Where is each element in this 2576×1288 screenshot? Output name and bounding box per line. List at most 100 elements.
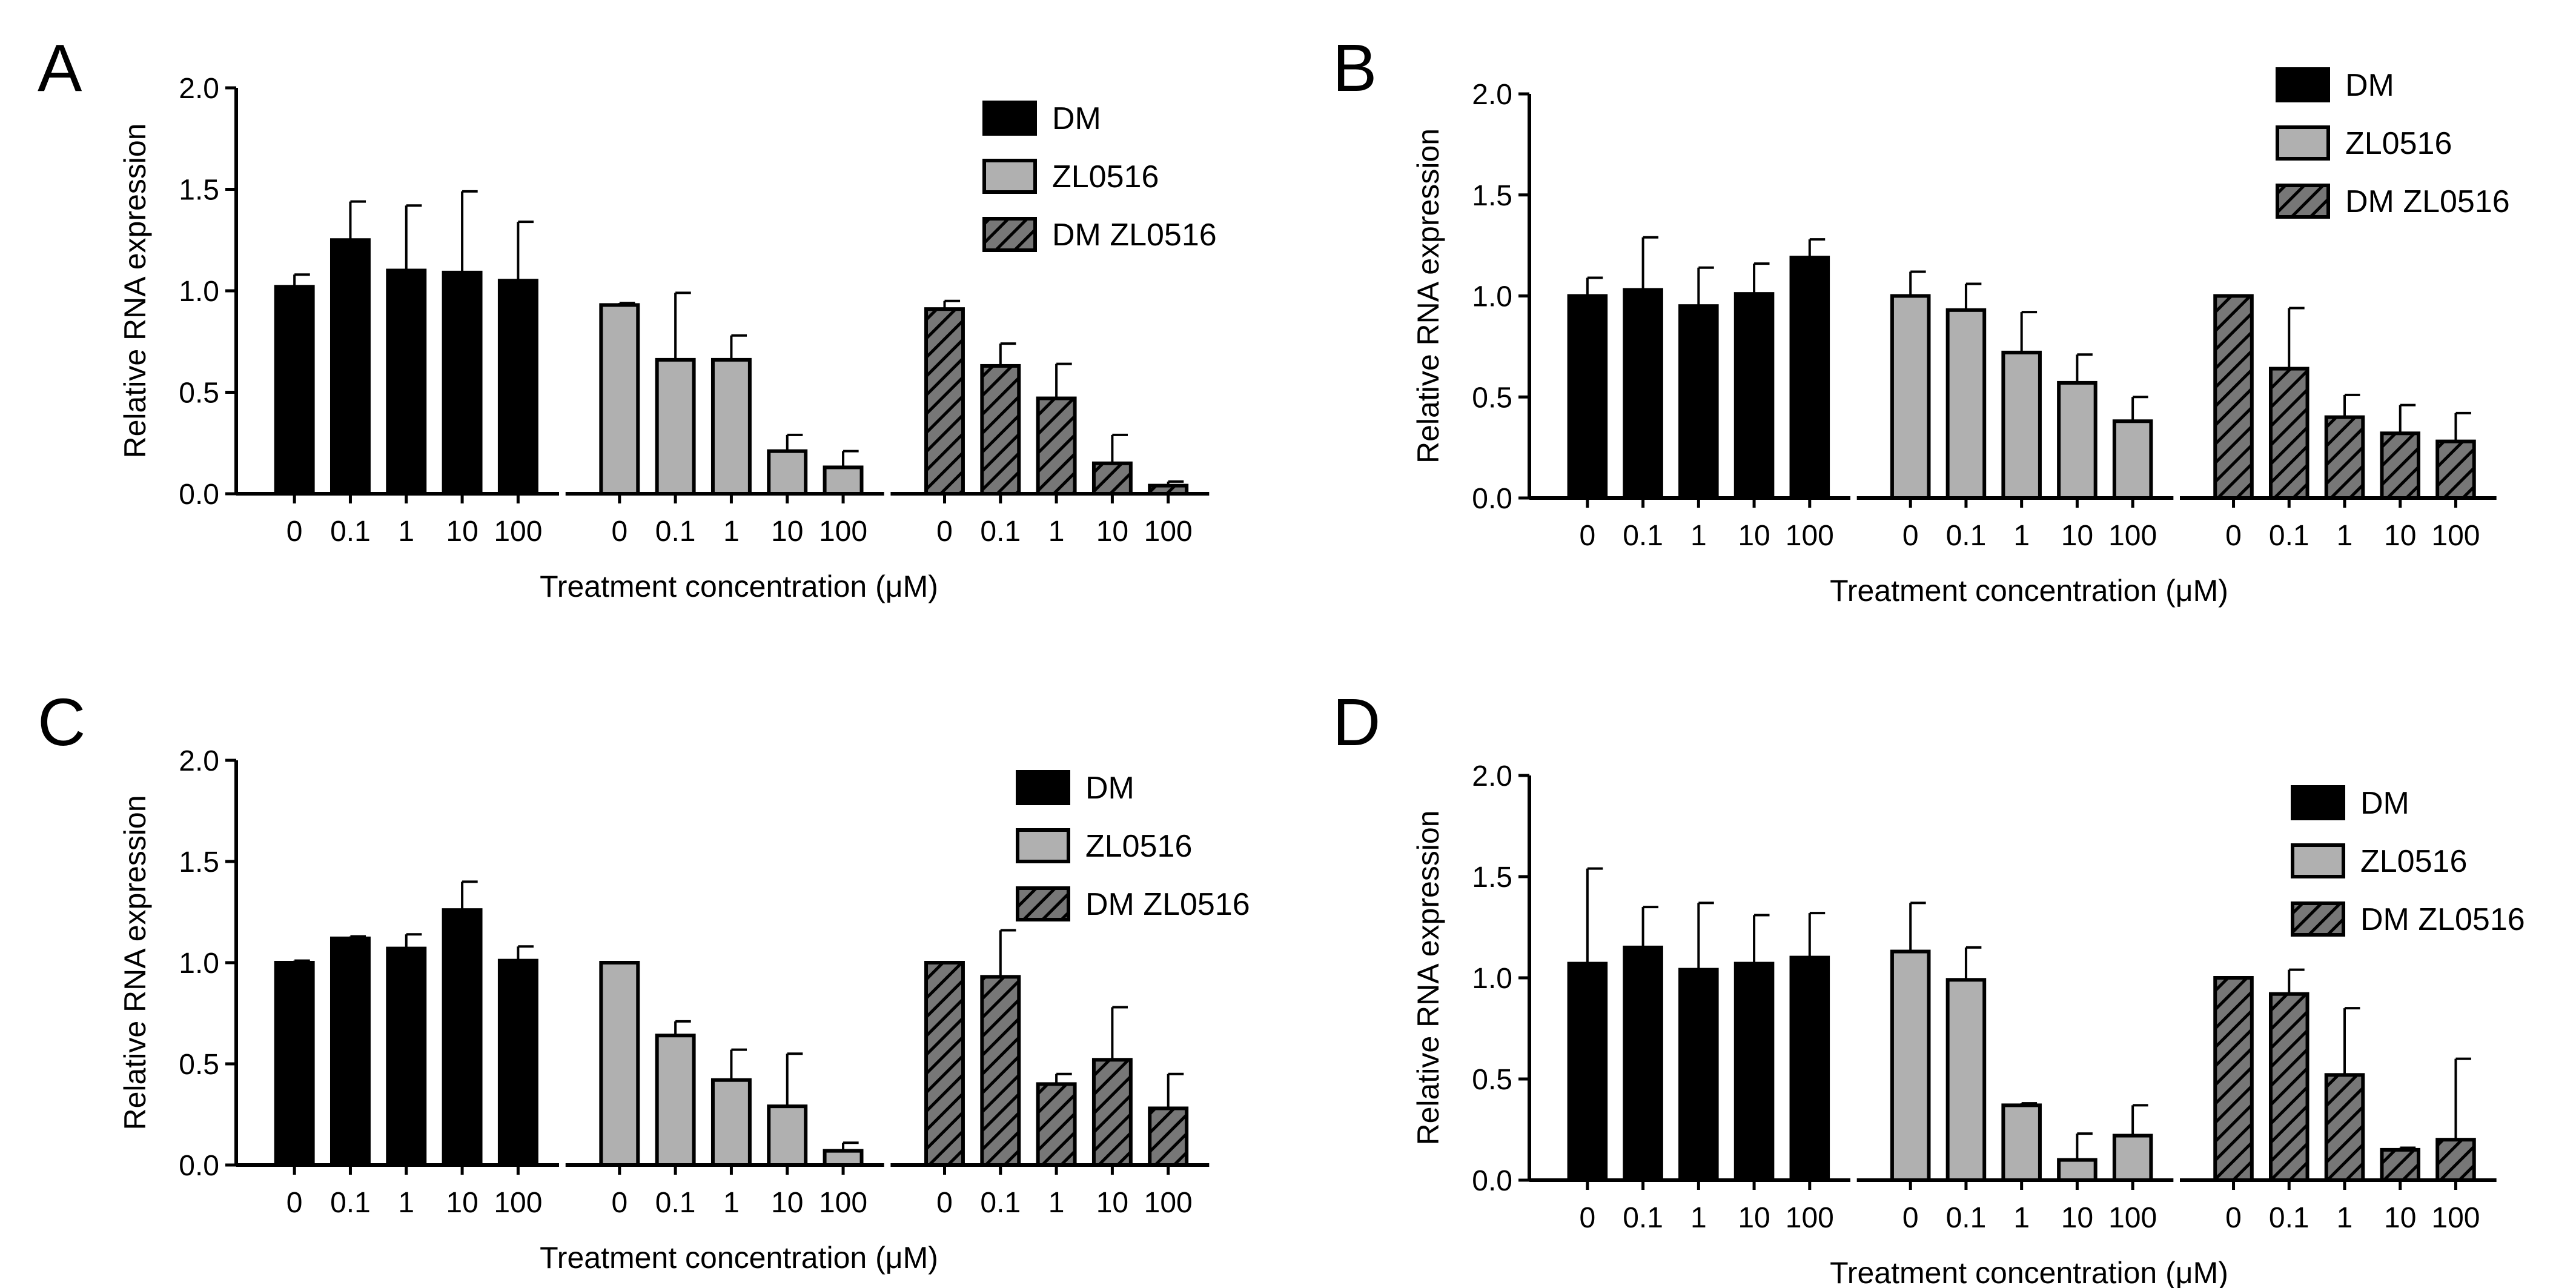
legend-label: DM bbox=[1052, 101, 1101, 136]
legend-label: ZL0516 bbox=[2345, 126, 2452, 161]
panel-letter-a: A bbox=[38, 31, 82, 105]
x-tick-label: 1 bbox=[1690, 1202, 1707, 1234]
x-tick-label: 10 bbox=[2061, 520, 2093, 552]
x-tick-label: 1 bbox=[1048, 516, 1065, 548]
bar bbox=[2057, 380, 2098, 500]
y-tick-label: 1.5 bbox=[1472, 861, 1512, 894]
x-tick-label: 0.1 bbox=[655, 1187, 696, 1219]
legend-label: DM ZL0516 bbox=[2345, 184, 2510, 219]
chart-panel-b: 0.0 0.5 1.0 1.5 2.0 0 0.1 1 10 100 0 0.1 1 10 100 0 0.1 1… bbox=[1411, 67, 2510, 608]
x-tick-label: 10 bbox=[2384, 520, 2416, 552]
bar bbox=[2324, 415, 2365, 500]
bar bbox=[1945, 978, 1987, 1182]
y-axis-label: Relative RNA expression bbox=[1411, 128, 1445, 463]
x-tick-label: 0 bbox=[2225, 520, 2242, 552]
x-tick-label: 100 bbox=[1786, 1202, 1834, 1234]
bar bbox=[442, 908, 483, 1167]
x-tick-label: 0 bbox=[286, 516, 303, 548]
x-tick-label: 100 bbox=[1786, 520, 1834, 552]
bar bbox=[1091, 1058, 1133, 1167]
bar bbox=[2001, 1103, 2042, 1183]
bar bbox=[2213, 294, 2254, 500]
x-tick-label: 1 bbox=[2337, 520, 2353, 552]
bar bbox=[1890, 294, 1931, 500]
bar bbox=[980, 363, 1021, 496]
bar bbox=[386, 946, 427, 1167]
y-tick-label: 1.5 bbox=[179, 174, 219, 207]
y-tick-label: 0.0 bbox=[179, 479, 219, 511]
legend-label: ZL0516 bbox=[1052, 159, 1159, 194]
y-tick-label: 1.5 bbox=[179, 846, 219, 878]
panel-letter-b: B bbox=[1333, 31, 1377, 105]
legend-swatch bbox=[2276, 184, 2330, 219]
legend-label: DM bbox=[1085, 771, 1134, 806]
bar bbox=[1623, 288, 1663, 500]
bar bbox=[1678, 968, 1719, 1182]
bar bbox=[1567, 961, 1608, 1182]
y-tick-label: 1.0 bbox=[1472, 281, 1512, 313]
panel-letter-d: D bbox=[1333, 685, 1380, 760]
y-tick-label: 2.0 bbox=[179, 745, 219, 777]
legend-label: ZL0516 bbox=[2360, 844, 2467, 879]
y-tick-label: 0.0 bbox=[1472, 1165, 1512, 1197]
x-axis-label: Treatment concentration (μM) bbox=[1830, 1256, 2228, 1288]
x-tick-label: 0.1 bbox=[1946, 520, 1987, 552]
y-tick-label: 1.0 bbox=[1472, 963, 1512, 995]
x-tick-label: 0.1 bbox=[1623, 1202, 1663, 1234]
bar bbox=[1733, 292, 1775, 500]
bar bbox=[2380, 1147, 2421, 1183]
x-axis-label: Treatment concentration (μM) bbox=[540, 569, 938, 603]
x-tick-label: 100 bbox=[494, 1187, 542, 1219]
bar bbox=[2380, 431, 2421, 500]
legend-label: DM bbox=[2345, 68, 2394, 103]
bar bbox=[1678, 304, 1719, 500]
x-axis-label: Treatment concentration (μM) bbox=[1830, 574, 2228, 608]
x-tick-label: 0.1 bbox=[1623, 520, 1663, 552]
legend-swatch bbox=[2291, 843, 2345, 878]
x-tick-label: 10 bbox=[771, 516, 803, 548]
bar bbox=[2268, 992, 2309, 1182]
x-tick-label: 1 bbox=[1048, 1187, 1065, 1219]
x-tick-label: 10 bbox=[446, 1187, 478, 1219]
x-tick-label: 10 bbox=[1738, 520, 1770, 552]
x-tick-label: 1 bbox=[2013, 520, 2030, 552]
bar bbox=[710, 357, 752, 496]
bar bbox=[274, 961, 315, 1167]
x-tick-label: 1 bbox=[1690, 520, 1707, 552]
legend-swatch bbox=[1016, 770, 1070, 805]
x-tick-label: 10 bbox=[2061, 1202, 2093, 1234]
legend-swatch bbox=[2276, 125, 2330, 161]
y-tick-label: 0.5 bbox=[1472, 382, 1512, 414]
y-axis-label: Relative RNA expression bbox=[118, 123, 152, 458]
x-tick-label: 0 bbox=[611, 516, 627, 548]
y-tick-label: 0.0 bbox=[179, 1150, 219, 1182]
x-tick-label: 1 bbox=[2013, 1202, 2030, 1234]
bar bbox=[442, 270, 483, 496]
bar bbox=[2435, 1138, 2476, 1182]
legend-swatch bbox=[982, 217, 1037, 252]
x-tick-label: 100 bbox=[494, 516, 542, 548]
bar bbox=[2268, 367, 2309, 500]
legend-swatch bbox=[2276, 67, 2330, 102]
legend-swatch bbox=[1016, 886, 1070, 921]
bar bbox=[1890, 949, 1931, 1182]
bar bbox=[2112, 419, 2153, 500]
x-tick-label: 100 bbox=[1144, 516, 1193, 548]
y-tick-label: 0.0 bbox=[1472, 483, 1512, 515]
bar bbox=[2324, 1073, 2365, 1182]
bar bbox=[386, 268, 427, 496]
x-tick-label: 0.1 bbox=[655, 516, 696, 548]
y-axis-label: Relative RNA expression bbox=[1411, 810, 1445, 1145]
x-tick-label: 10 bbox=[446, 516, 478, 548]
x-tick-label: 10 bbox=[771, 1187, 803, 1219]
legend-swatch bbox=[2291, 785, 2345, 820]
bar bbox=[924, 961, 965, 1167]
x-tick-label: 100 bbox=[2431, 1202, 2480, 1234]
x-tick-label: 0 bbox=[2225, 1202, 2242, 1234]
bar bbox=[2057, 1158, 2098, 1182]
x-tick-label: 0 bbox=[611, 1187, 627, 1219]
legend-swatch bbox=[2291, 901, 2345, 937]
bar bbox=[924, 307, 965, 496]
x-tick-label: 100 bbox=[819, 1187, 867, 1219]
